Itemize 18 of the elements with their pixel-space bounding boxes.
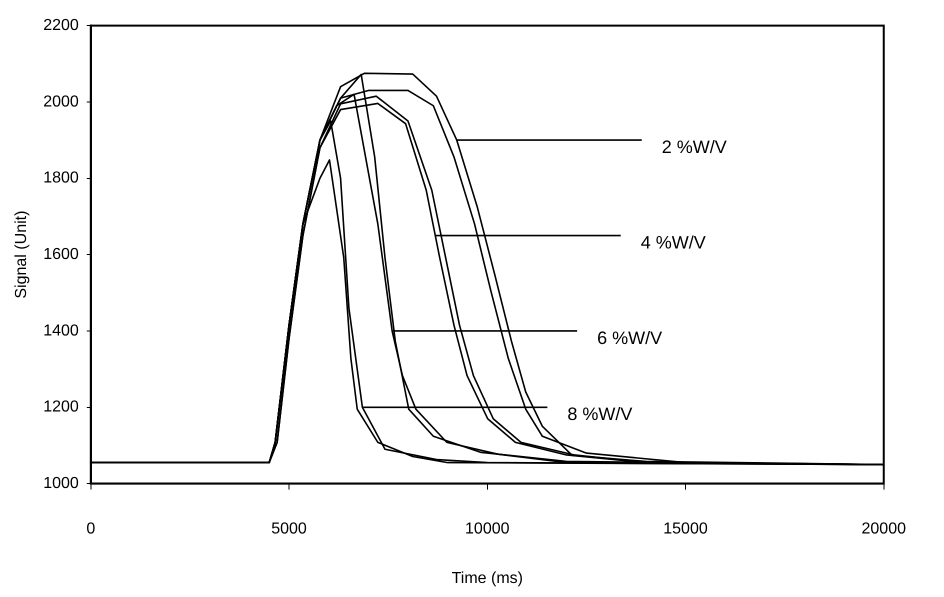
x-tick-label: 15000: [663, 520, 708, 538]
annotation: 4 %W/V: [640, 232, 706, 252]
annotation: 2 %W/V: [662, 137, 727, 158]
y-tick-label: 1600: [43, 246, 79, 264]
annotation: 6 %W/V: [597, 328, 662, 348]
x-tick-label: 10000: [465, 520, 510, 538]
y-axis-title: Signal (Unit): [13, 210, 30, 299]
x-tick-label: 20000: [862, 520, 906, 538]
x-tick-label: 5000: [271, 520, 307, 538]
y-tick-label: 2000: [43, 93, 79, 110]
y-tick-label: 1200: [43, 398, 79, 416]
y-tick-label: 2200: [43, 17, 79, 34]
y-tick-label: 1000: [43, 475, 79, 492]
y-tick-label: 1400: [43, 322, 79, 340]
annotation: 8 %W/V: [567, 404, 632, 424]
y-tick-label: 1800: [43, 170, 79, 187]
x-tick-label: 0: [86, 520, 96, 538]
x-axis-title: Time (ms): [452, 570, 523, 587]
